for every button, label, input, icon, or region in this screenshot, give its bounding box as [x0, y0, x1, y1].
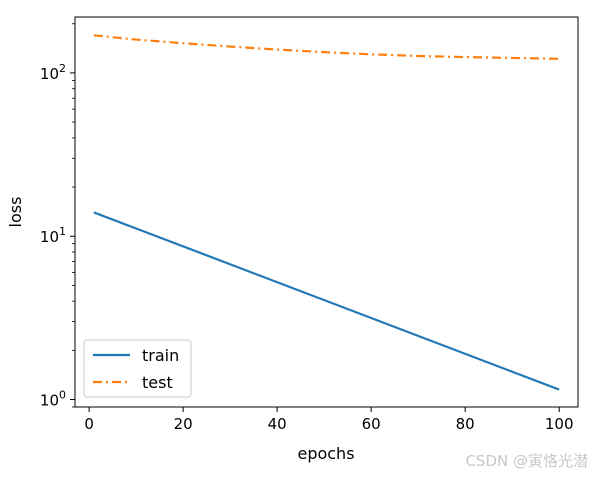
y-axis: 100 101 102 — [40, 23, 75, 410]
x-axis-label: epochs — [297, 444, 354, 463]
x-tick-label: 60 — [362, 415, 381, 433]
y-tick-label: 100 — [40, 389, 66, 410]
plot-frame — [74, 16, 579, 408]
legend-label-train: train — [142, 346, 179, 365]
y-tick-label: 102 — [40, 62, 66, 83]
watermark-text: CSDN @寅恪光潜 — [465, 452, 588, 470]
y-axis-label: loss — [6, 197, 25, 228]
series-line-train — [93, 211, 560, 391]
x-tick-label: 40 — [268, 415, 287, 433]
x-axis: 0 20 40 60 80 100 — [84, 407, 574, 433]
legend: train test — [83, 339, 192, 398]
series-layer — [93, 34, 560, 391]
x-tick-label: 20 — [174, 415, 193, 433]
series-line-test — [93, 34, 560, 60]
x-tick-label: 0 — [84, 415, 94, 433]
legend-label-test: test — [142, 373, 173, 392]
y-tick-label: 101 — [40, 225, 66, 246]
x-tick-label: 100 — [545, 415, 574, 433]
x-tick-label: 80 — [456, 415, 475, 433]
